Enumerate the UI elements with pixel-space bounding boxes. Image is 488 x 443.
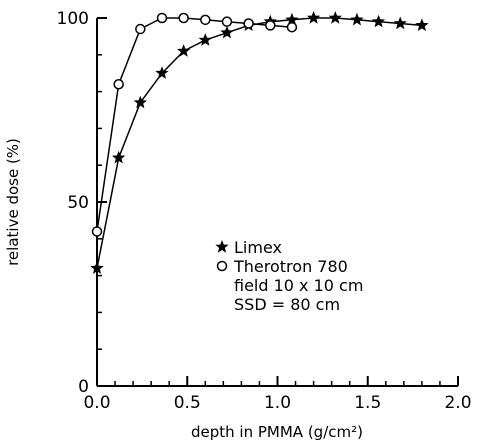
x-tick-label: 2.0 (444, 393, 471, 413)
x-tick-label: 1.5 (354, 393, 381, 413)
series-line-limex (96, 17, 422, 269)
legend-marker-therotron (216, 260, 228, 272)
data-point-limex (112, 150, 126, 164)
data-point-therotron (200, 14, 211, 26)
data-point-limex (133, 95, 147, 109)
data-point-limex (155, 66, 169, 79)
data-point-therotron (286, 21, 298, 33)
legend-star-icon (215, 240, 229, 253)
y-tick-label: 0 (78, 377, 89, 397)
data-point-limex (306, 11, 321, 24)
axes (96, 18, 458, 387)
x-tick-label: 1.0 (264, 393, 291, 413)
y-axis-label: relative dose (%) (4, 138, 22, 266)
data-point-limex (371, 14, 386, 28)
data-point-limex (198, 33, 212, 46)
data-point-limex (285, 12, 299, 26)
series-markers (90, 11, 429, 274)
data-point-limex (393, 16, 407, 30)
data-point-limex (415, 18, 429, 31)
data-point-therotron (265, 20, 276, 31)
data-point-limex (350, 12, 364, 26)
data-point-limex (90, 261, 104, 274)
data-point-limex (328, 11, 342, 24)
data-point-therotron (113, 78, 124, 90)
series-line-therotron (96, 17, 292, 232)
data-point-therotron (178, 12, 189, 24)
data-point-limex (220, 25, 234, 39)
x-tick-label: 0.0 (83, 393, 110, 413)
legend: Limex Therotron 780 field 10 x 10 cm SSD… (215, 238, 363, 314)
legend-note-ssd: SSD = 80 cm (234, 295, 340, 314)
data-point-therotron (221, 16, 233, 27)
data-point-therotron (135, 23, 146, 35)
data-point-therotron (91, 226, 103, 237)
legend-label-therotron: Therotron 780 (233, 257, 348, 276)
legend-circle-icon (216, 260, 228, 272)
x-tick-label: 0.5 (174, 393, 201, 413)
legend-label-limex: Limex (234, 238, 282, 257)
legend-note-field: field 10 x 10 cm (234, 276, 363, 295)
data-point-limex (177, 44, 191, 57)
y-tick-label: 100 (57, 9, 89, 29)
y-tick-label: 50 (67, 193, 89, 213)
legend-marker-limex (215, 240, 229, 253)
axis-ticks (96, 17, 459, 387)
series-lines (96, 17, 422, 269)
x-axis-label: depth in PMMA (g/cm²) (191, 423, 363, 441)
tick-labels: 0.0 0.5 1.0 1.5 2.0 0 50 100 (57, 9, 472, 413)
data-point-therotron (156, 12, 168, 24)
data-point-therotron (243, 18, 254, 29)
